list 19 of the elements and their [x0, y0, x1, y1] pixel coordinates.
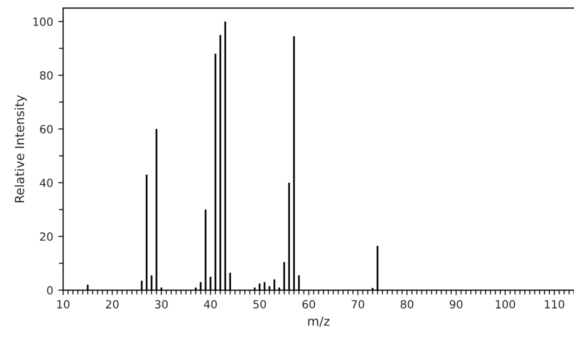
y-tick-label: 60 — [40, 124, 53, 134]
x-tick-label: 30 — [155, 300, 168, 308]
y-tick-label: 40 — [40, 178, 53, 188]
y-tick-label: 100 — [33, 17, 53, 26]
x-tick-label: 80 — [400, 300, 414, 308]
x-tick-label: 50 — [253, 300, 266, 308]
x-axis-title: m/z — [308, 316, 330, 327]
y-tick-label: 20 — [40, 232, 53, 241]
x-tick-label: 60 — [302, 300, 316, 308]
x-tick-label: 90 — [450, 300, 462, 308]
x-tick-label: 20 — [106, 300, 119, 308]
y-tick-label: 0 — [47, 286, 53, 295]
x-tick-label: 10 — [57, 300, 70, 308]
y-tick-label: 80 — [40, 71, 53, 80]
x-tick-label: 100 — [496, 300, 516, 308]
y-axis-title: Relative Intensity — [14, 95, 27, 202]
x-tick-label: 40 — [204, 300, 217, 308]
x-tick-label: 110 — [544, 300, 564, 308]
x-tick-label: 70 — [352, 300, 364, 308]
